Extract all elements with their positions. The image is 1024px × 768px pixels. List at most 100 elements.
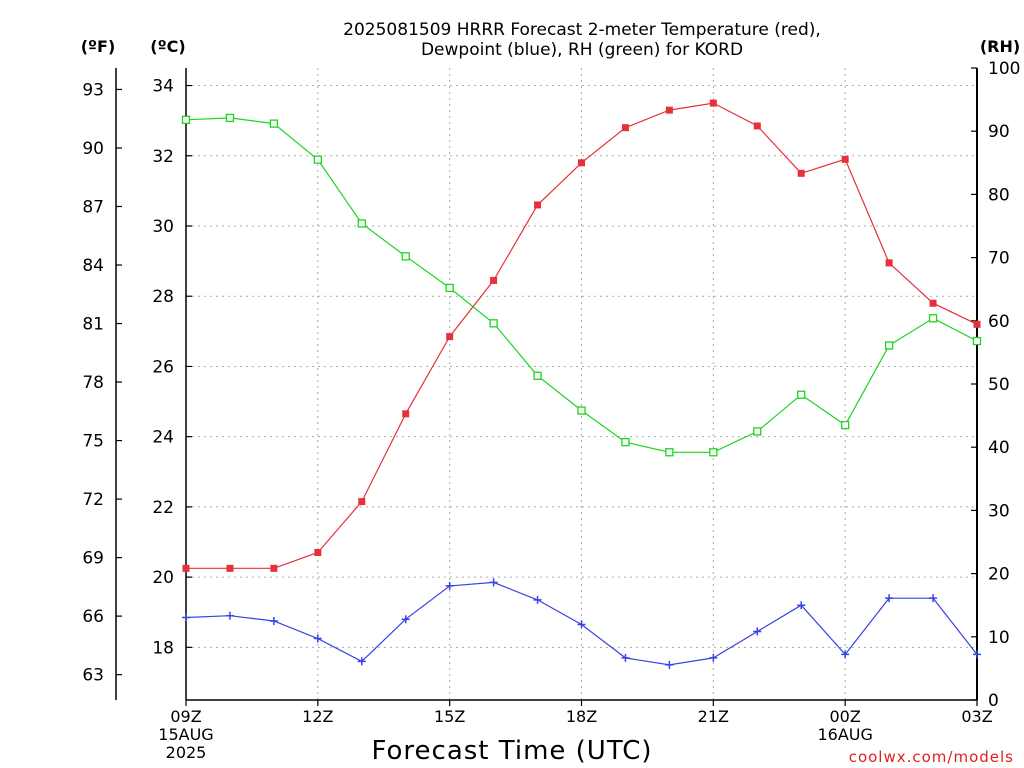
dewpoint-point	[665, 660, 674, 669]
dewpoint-series	[182, 578, 981, 669]
dewpoint-point	[841, 650, 850, 659]
fahrenheit-tick-label: 63	[82, 666, 104, 686]
x-tick-date-label: 15AUG	[158, 725, 213, 744]
x-tick-label: 09Z	[170, 707, 201, 726]
temperature-point	[182, 564, 190, 572]
relative-humidity-point	[313, 155, 322, 164]
relative-humidity-point	[972, 336, 982, 346]
rh-tick-label: 70	[988, 249, 1010, 269]
fahrenheit-tick-label: 84	[82, 256, 104, 276]
relative-humidity-point	[269, 119, 279, 128]
temperature-point	[226, 564, 234, 572]
temperature-point	[621, 124, 629, 132]
temperature-point	[314, 549, 322, 557]
x-tick-date-label: 16AUG	[817, 725, 872, 744]
temperature-point	[973, 320, 981, 328]
dewpoint-point	[709, 653, 718, 662]
x-axis-label: Forecast Time (UTC)	[371, 736, 652, 766]
temperature-point	[665, 106, 673, 114]
temperature-point	[929, 299, 937, 307]
dewpoint-point	[225, 611, 234, 620]
credit-text: coolwx.com/models	[849, 748, 1014, 766]
temperature-point	[534, 201, 542, 209]
dewpoint-point	[797, 601, 806, 610]
temperature-point	[841, 155, 849, 163]
rh-unit-label: (RH)	[980, 37, 1020, 56]
rh-tick-label: 30	[988, 501, 1010, 521]
fahrenheit-tick-label: 75	[82, 432, 104, 452]
relative-humidity-point	[533, 371, 542, 380]
relative-humidity-point	[709, 448, 718, 457]
dewpoint-point	[753, 627, 762, 636]
rh-tick-label: 40	[988, 438, 1010, 458]
rh-tick-label: 10	[988, 628, 1010, 648]
relative-humidity-point	[841, 420, 850, 430]
relative-humidity-point	[225, 113, 235, 123]
temperature-point	[797, 169, 805, 177]
rh-tick-label: 0	[988, 691, 999, 711]
axes: 63 66 69 72 75 78 81 84 87 90 93 18 20 22 24 26 28 30 32 34…	[82, 59, 1020, 762]
relative-humidity-point	[621, 437, 630, 447]
chart-title-line-1: 2025081509 HRRR Forecast 2-meter Tempera…	[343, 20, 821, 40]
dewpoint-point	[621, 653, 630, 662]
chart-title-line-2: Dewpoint (blue), RH (green) for KORD	[421, 40, 743, 60]
rh-tick-label: 50	[988, 375, 1010, 395]
dewpoint-point	[973, 650, 981, 659]
dewpoint-point	[929, 594, 938, 603]
rh-tick-label: 90	[988, 122, 1010, 142]
fahrenheit-tick-label: 81	[82, 315, 104, 335]
relative-humidity-point	[753, 427, 762, 436]
x-tick-label: 21Z	[698, 707, 729, 726]
relative-humidity-point	[797, 390, 806, 399]
temperature-line	[186, 102, 978, 569]
relative-humidity-point	[357, 219, 366, 228]
celsius-tick-label: 24	[152, 428, 174, 448]
fahrenheit-tick-label: 66	[82, 607, 104, 627]
temperature-point	[709, 99, 717, 107]
dewpoint-point	[489, 578, 498, 587]
dewpoint-point	[885, 594, 894, 603]
x-tick-label: 15Z	[434, 707, 465, 726]
temperature-point	[490, 276, 498, 284]
relative-humidity-point	[577, 406, 586, 415]
x-tick-year-label: 2025	[166, 743, 207, 762]
relative-humidity-point	[181, 115, 191, 124]
fahrenheit-tick-label: 90	[82, 139, 104, 159]
temperature-point	[446, 333, 454, 341]
rh-tick-label: 80	[988, 185, 1010, 205]
relative-humidity-point	[401, 252, 410, 261]
relative-humidity-point	[884, 341, 894, 350]
temperature-point	[578, 159, 585, 167]
celsius-tick-label: 18	[152, 638, 174, 658]
celsius-tick-label: 30	[152, 217, 174, 237]
dewpoint-point	[401, 615, 410, 624]
fahrenheit-unit-label: (ºF)	[81, 37, 116, 56]
temperature-point	[402, 410, 410, 418]
dewpoint-point	[445, 581, 454, 590]
x-tick-label: 03Z	[961, 707, 992, 726]
fahrenheit-tick-label: 69	[82, 549, 104, 569]
celsius-tick-label: 32	[152, 147, 174, 167]
relative-humidity-point	[489, 319, 498, 328]
fahrenheit-tick-label: 78	[82, 373, 104, 393]
relative-humidity-point	[928, 314, 938, 323]
rh-tick-label: 60	[988, 312, 1010, 332]
celsius-tick-label: 20	[152, 568, 174, 588]
temperature-point	[270, 564, 278, 572]
dewpoint-point	[313, 634, 322, 643]
celsius-tick-label: 26	[152, 357, 174, 377]
relative-humidity-point	[665, 448, 674, 457]
temperature-point	[753, 122, 761, 130]
relative-humidity-point	[445, 283, 454, 293]
celsius-unit-label: (ºC)	[150, 37, 185, 56]
rh-tick-label: 20	[988, 565, 1010, 585]
celsius-tick-label: 22	[152, 498, 174, 518]
temperature-point	[885, 259, 893, 267]
dewpoint-point	[182, 613, 190, 622]
fahrenheit-tick-label: 72	[82, 490, 104, 510]
dewpoint-point	[533, 595, 542, 604]
x-tick-label: 00Z	[830, 707, 861, 726]
rh-tick-label: 100	[988, 59, 1020, 79]
celsius-tick-label: 34	[152, 77, 174, 97]
